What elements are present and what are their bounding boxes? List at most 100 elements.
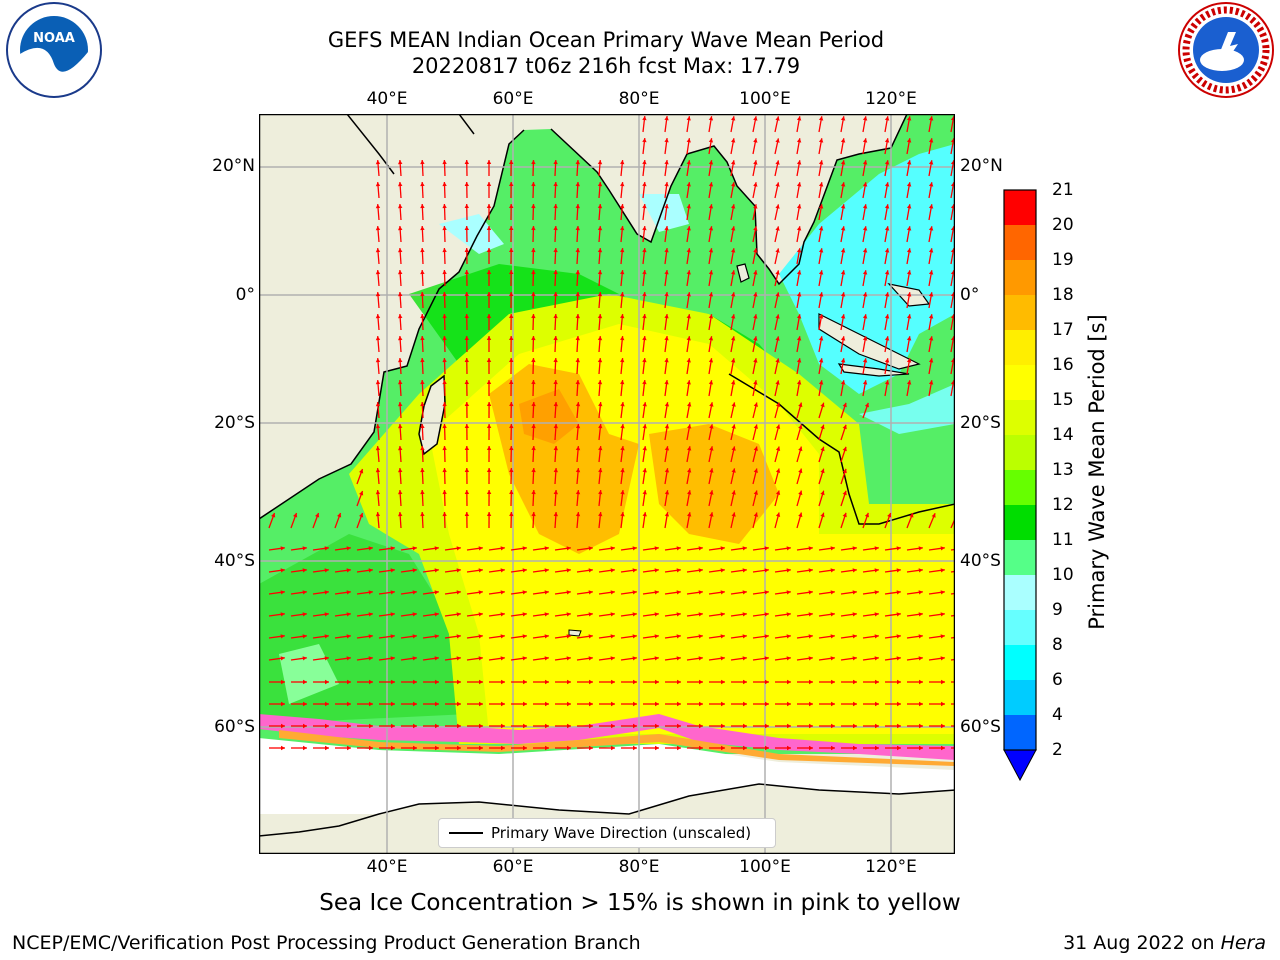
wave-arrow-head bbox=[575, 160, 580, 165]
wave-arrow-head bbox=[280, 634, 285, 639]
wave-arrow-head bbox=[412, 568, 417, 573]
wave-arrow-head bbox=[509, 160, 514, 164]
wave-arrow-head bbox=[808, 590, 813, 595]
wave-arrow-head bbox=[347, 745, 351, 751]
wave-arrow-head bbox=[398, 380, 403, 385]
wave-arrow-shaft bbox=[950, 592, 954, 595]
wave-arrow-head bbox=[588, 612, 593, 617]
wave-arrow-head bbox=[486, 160, 492, 164]
wave-arrow-head bbox=[544, 612, 549, 617]
wave-arrow-head bbox=[597, 270, 603, 275]
colorbar-tick-label: 21 bbox=[1052, 180, 1074, 200]
wave-arrow-head bbox=[864, 512, 869, 518]
wave-arrow-head bbox=[906, 226, 912, 231]
wave-arrow-head bbox=[830, 590, 835, 595]
wave-arrow-head bbox=[509, 336, 514, 340]
wave-arrow-head bbox=[375, 402, 381, 407]
wave-arrow-head bbox=[884, 116, 890, 121]
wave-arrow-head bbox=[941, 723, 945, 729]
wave-arrow-head bbox=[567, 679, 571, 685]
wave-arrow-head bbox=[464, 336, 469, 340]
wave-arrow-head bbox=[677, 701, 681, 707]
wave-arrow-head bbox=[798, 446, 803, 452]
wave-arrow-head bbox=[501, 745, 505, 751]
wave-arrow-head bbox=[598, 402, 603, 407]
wave-arrow-head bbox=[796, 160, 802, 165]
wave-arrow-head bbox=[940, 568, 945, 573]
colorbar-cells bbox=[1004, 190, 1036, 750]
wave-arrow-head bbox=[620, 490, 625, 495]
wave-arrow-head bbox=[597, 336, 603, 341]
wave-arrow-head bbox=[698, 612, 703, 617]
wave-arrow-head bbox=[420, 424, 425, 429]
wave-arrow-head bbox=[642, 314, 647, 319]
wave-arrow-head bbox=[610, 590, 615, 595]
wave-arrow-head bbox=[509, 182, 514, 186]
wave-arrow-head bbox=[708, 314, 714, 319]
wave-arrow-head bbox=[919, 701, 923, 707]
wave-arrow-head bbox=[420, 314, 425, 319]
wave-arrow-head bbox=[375, 336, 381, 341]
wave-arrow-head bbox=[398, 182, 403, 187]
wave-arrow-head bbox=[509, 226, 514, 230]
wave-arrow-head bbox=[940, 546, 945, 551]
wave-arrow-head bbox=[731, 314, 736, 319]
wave-arrow-head bbox=[302, 634, 307, 639]
wave-arrow-head bbox=[950, 182, 954, 187]
wave-arrow-head bbox=[486, 446, 492, 450]
wave-arrow-head bbox=[853, 701, 857, 707]
wave-arrow-head bbox=[442, 424, 447, 429]
wave-arrow-head bbox=[390, 656, 395, 661]
legend-line-sample bbox=[449, 832, 483, 834]
wave-arrow-head bbox=[786, 634, 791, 639]
wave-arrow-head bbox=[743, 745, 747, 751]
wave-arrow-head bbox=[906, 292, 912, 297]
wave-arrow-head bbox=[620, 468, 625, 473]
wave-arrow-head bbox=[420, 402, 425, 407]
wave-arrow-head bbox=[553, 380, 558, 385]
wave-arrow-head bbox=[884, 292, 890, 297]
colorbar-cell bbox=[1004, 365, 1036, 400]
colorbar-tick-label: 17 bbox=[1052, 320, 1074, 340]
wave-arrow-head bbox=[687, 402, 692, 407]
wave-arrow-head bbox=[435, 679, 439, 685]
wave-arrow-head bbox=[709, 402, 714, 407]
wave-arrow-head bbox=[589, 745, 593, 751]
wave-arrow-head bbox=[566, 634, 571, 639]
wave-arrow-head bbox=[786, 546, 791, 551]
wave-arrow-head bbox=[632, 656, 637, 661]
lat-tick-right: 0° bbox=[960, 285, 980, 305]
wave-arrow-head bbox=[610, 634, 615, 639]
colorbar-tick-label: 10 bbox=[1052, 565, 1074, 585]
wave-arrow-head bbox=[698, 590, 703, 595]
wave-arrow-head bbox=[820, 424, 825, 430]
wave-arrow-head bbox=[302, 656, 307, 661]
wave-arrow-head bbox=[686, 248, 691, 253]
lon-tick-top: 60°E bbox=[492, 89, 534, 109]
wave-arrow-head bbox=[531, 424, 536, 429]
wave-arrow-head bbox=[368, 612, 373, 617]
wave-arrow-head bbox=[398, 248, 403, 253]
wave-arrow-head bbox=[708, 358, 714, 363]
wave-arrow-head bbox=[654, 568, 659, 573]
wave-arrow-head bbox=[486, 490, 492, 494]
wave-arrow-head bbox=[830, 612, 835, 617]
colorbar-tick-label: 20 bbox=[1052, 215, 1074, 235]
wave-arrow-head bbox=[486, 270, 492, 274]
wave-arrow-head bbox=[831, 745, 835, 751]
wave-arrow-head bbox=[686, 358, 691, 363]
colorbar-tick-label: 19 bbox=[1052, 250, 1074, 270]
wave-arrow-head bbox=[862, 182, 868, 187]
wave-arrow-head bbox=[677, 679, 681, 685]
wave-arrow-head bbox=[464, 446, 470, 450]
wave-arrow-head bbox=[589, 701, 593, 707]
wave-arrow-head bbox=[708, 292, 714, 297]
wave-arrow-head bbox=[798, 490, 803, 496]
wave-arrow-head bbox=[544, 568, 549, 573]
sea-ice-caption: Sea Ice Concentration > 15% is shown in … bbox=[319, 890, 961, 916]
wave-arrow-head bbox=[731, 160, 736, 165]
wave-arrow-head bbox=[950, 358, 954, 363]
wave-arrow-head bbox=[375, 468, 381, 473]
wave-arrow-head bbox=[464, 380, 469, 384]
wave-arrow-head bbox=[302, 568, 307, 573]
